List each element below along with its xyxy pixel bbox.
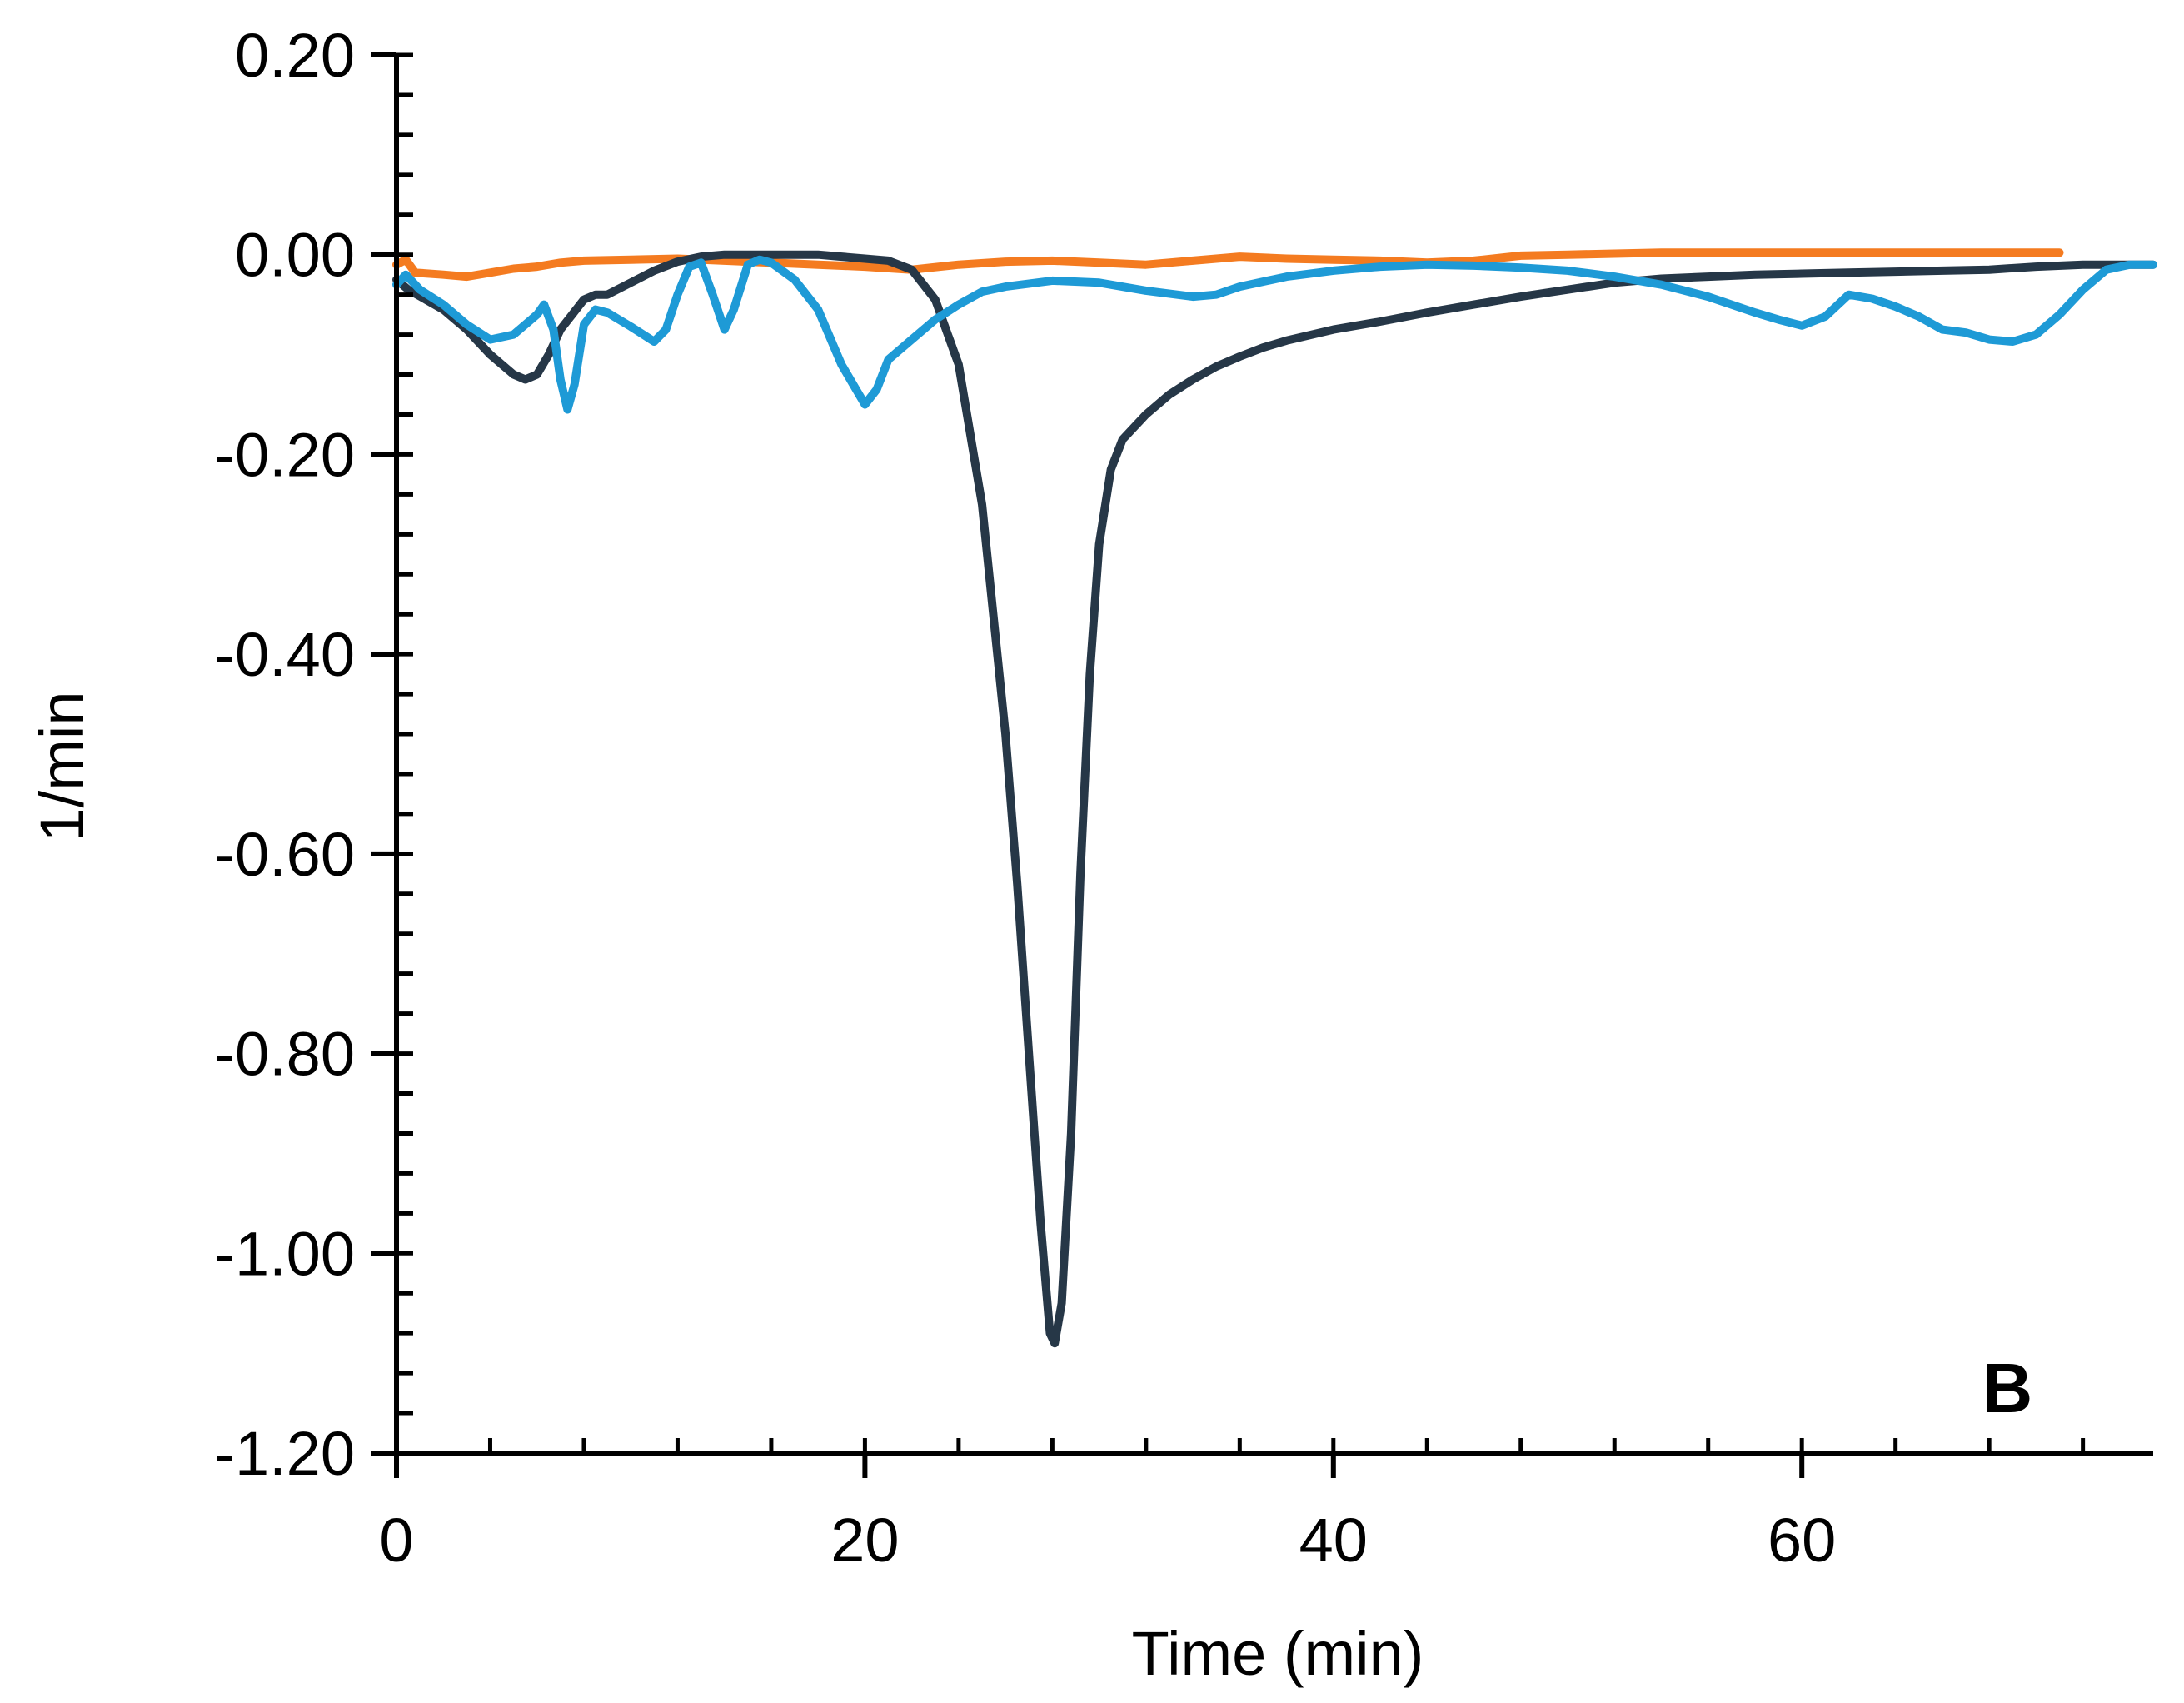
- x-tick-label: 20: [830, 1506, 899, 1575]
- y-tick-label: -0.20: [214, 420, 355, 489]
- y-tick-label: 0.00: [235, 221, 355, 290]
- x-tick-label: 0: [379, 1506, 413, 1575]
- y-axis-title: 1/min: [27, 692, 97, 842]
- series-line-3: [392, 255, 2157, 414]
- labels-layer: 0.20 0.00 -0.20 -0.40 -0.60 -0.80 -1.00 -1.20 0 2…: [214, 21, 1836, 1575]
- y-tick-label: -0.60: [214, 820, 355, 889]
- x-tick-label: 40: [1299, 1506, 1368, 1575]
- series-line-2: [392, 250, 2157, 1348]
- panel-label: B: [1982, 1349, 2033, 1427]
- series-layer: [392, 248, 2157, 1348]
- y-tick-label: -1.00: [214, 1219, 355, 1288]
- y-tick-label: -1.20: [214, 1419, 355, 1488]
- y-tick-label: -0.80: [214, 1020, 355, 1089]
- series-line-1: [392, 248, 2064, 282]
- y-tick-label: -0.40: [214, 620, 355, 689]
- x-tick-label: 60: [1768, 1506, 1836, 1575]
- y-tick-label: 0.20: [235, 21, 355, 90]
- x-axis-title: Time (min): [1132, 1619, 1424, 1688]
- axes-layer: [371, 52, 2153, 1478]
